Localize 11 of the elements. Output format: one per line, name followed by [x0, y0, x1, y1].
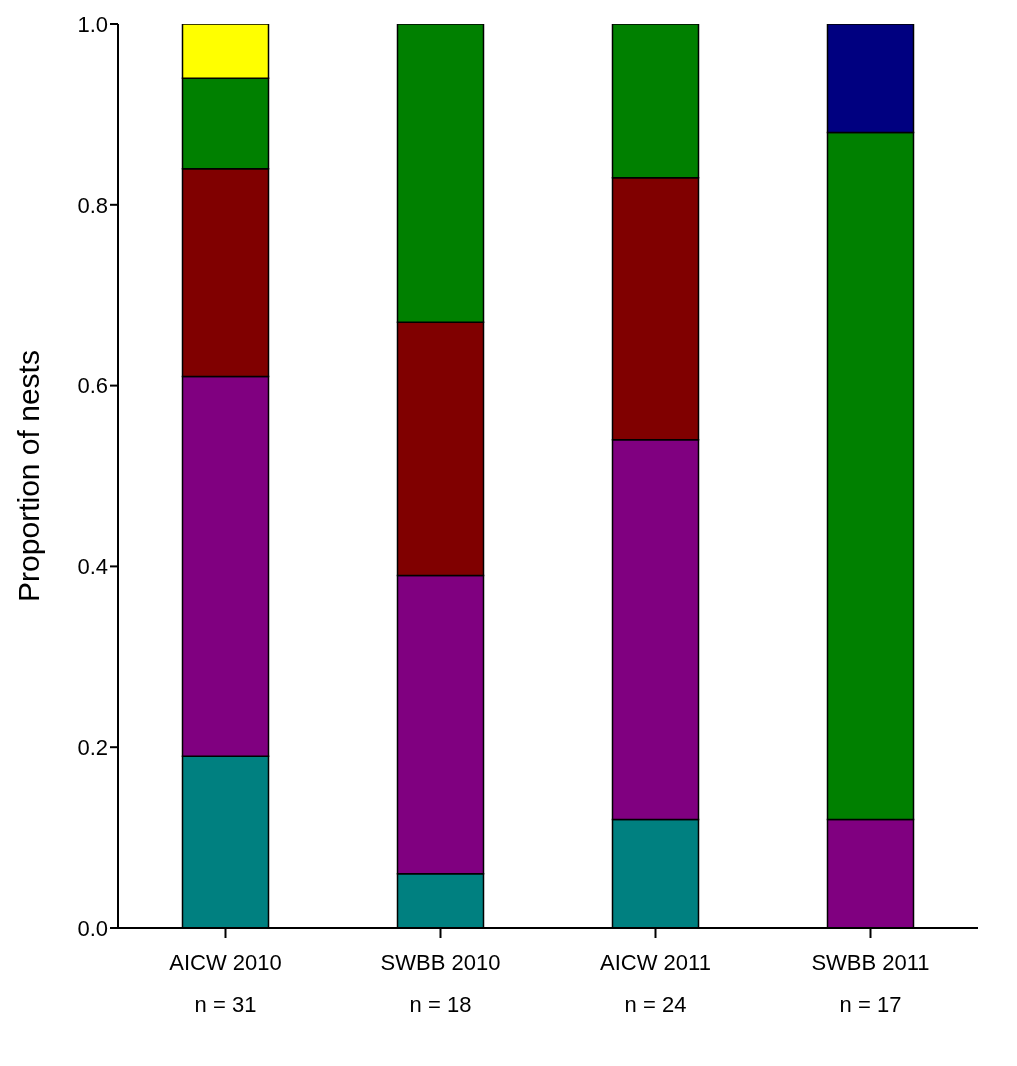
y-tick-label: 0.8: [77, 192, 108, 218]
x-tick-label: SWBB 2011 n = 17: [811, 950, 930, 1017]
y-tick-label: 0.6: [77, 373, 108, 399]
x-tick-label: AICW 2010 n = 31: [169, 950, 282, 1017]
x-tick-label: AICW 2011 n = 24: [600, 950, 711, 1017]
y-tick-label: 0.2: [77, 735, 108, 761]
y-axis-title: Proportion of nests: [11, 350, 45, 602]
x-tick-label: SWBB 2010 n = 18: [380, 950, 501, 1017]
y-tick-label: 1.0: [77, 11, 108, 37]
y-tick-label: 0.0: [77, 915, 108, 941]
y-tick-label: 0.4: [77, 554, 108, 580]
